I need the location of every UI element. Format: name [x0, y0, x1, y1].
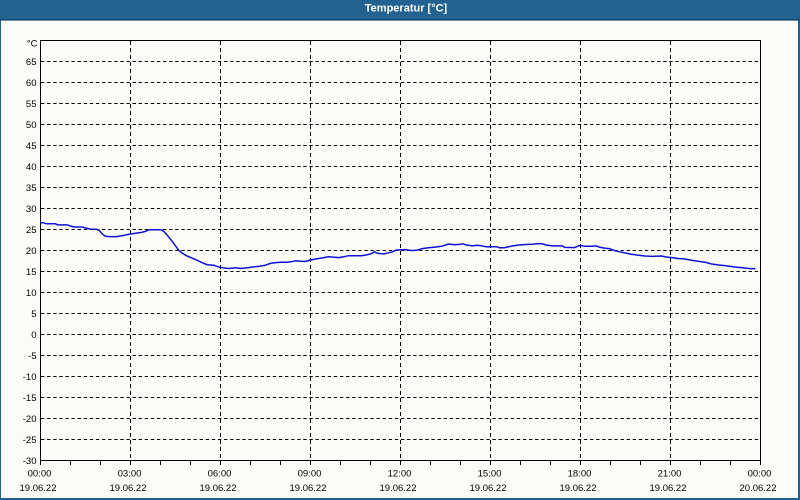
- svg-text:19.06.22: 19.06.22: [290, 483, 327, 494]
- svg-text:09:00: 09:00: [298, 469, 322, 480]
- svg-text:55: 55: [26, 99, 37, 110]
- svg-text:5: 5: [31, 309, 36, 320]
- svg-text:35: 35: [26, 183, 37, 194]
- svg-text:06:00: 06:00: [208, 469, 232, 480]
- svg-text:40: 40: [26, 162, 37, 173]
- svg-text:19.06.22: 19.06.22: [110, 483, 147, 494]
- svg-text:-10: -10: [23, 372, 37, 383]
- svg-text:18:00: 18:00: [568, 469, 592, 480]
- svg-text:15: 15: [26, 267, 37, 278]
- svg-text:19.06.22: 19.06.22: [20, 483, 57, 494]
- svg-text:-30: -30: [23, 456, 37, 467]
- svg-text:19.06.22: 19.06.22: [200, 483, 237, 494]
- svg-text:21:00: 21:00: [658, 469, 682, 480]
- svg-text:20.06.22: 20.06.22: [740, 483, 777, 494]
- svg-text:12:00: 12:00: [388, 469, 412, 480]
- svg-text:65: 65: [26, 57, 37, 68]
- svg-text:03:00: 03:00: [118, 469, 142, 480]
- svg-text:25: 25: [26, 225, 37, 236]
- svg-text:19.06.22: 19.06.22: [650, 483, 687, 494]
- svg-text:°C: °C: [27, 39, 38, 50]
- svg-text:19.06.22: 19.06.22: [470, 483, 507, 494]
- svg-text:50: 50: [26, 120, 37, 131]
- svg-text:60: 60: [26, 78, 37, 89]
- svg-text:-15: -15: [23, 393, 37, 404]
- svg-text:00:00: 00:00: [748, 469, 772, 480]
- svg-text:45: 45: [26, 141, 37, 152]
- svg-text:19.06.22: 19.06.22: [380, 483, 417, 494]
- svg-text:10: 10: [26, 288, 37, 299]
- svg-text:00:00: 00:00: [28, 469, 52, 480]
- svg-text:Temperatur [°C]: Temperatur [°C]: [365, 3, 448, 15]
- svg-text:-5: -5: [28, 351, 36, 362]
- svg-text:-20: -20: [23, 414, 37, 425]
- svg-text:-25: -25: [23, 435, 37, 446]
- svg-text:15:00: 15:00: [478, 469, 502, 480]
- svg-text:30: 30: [26, 204, 37, 215]
- svg-text:19.06.22: 19.06.22: [560, 483, 597, 494]
- svg-text:0: 0: [31, 330, 36, 341]
- svg-text:20: 20: [26, 246, 37, 257]
